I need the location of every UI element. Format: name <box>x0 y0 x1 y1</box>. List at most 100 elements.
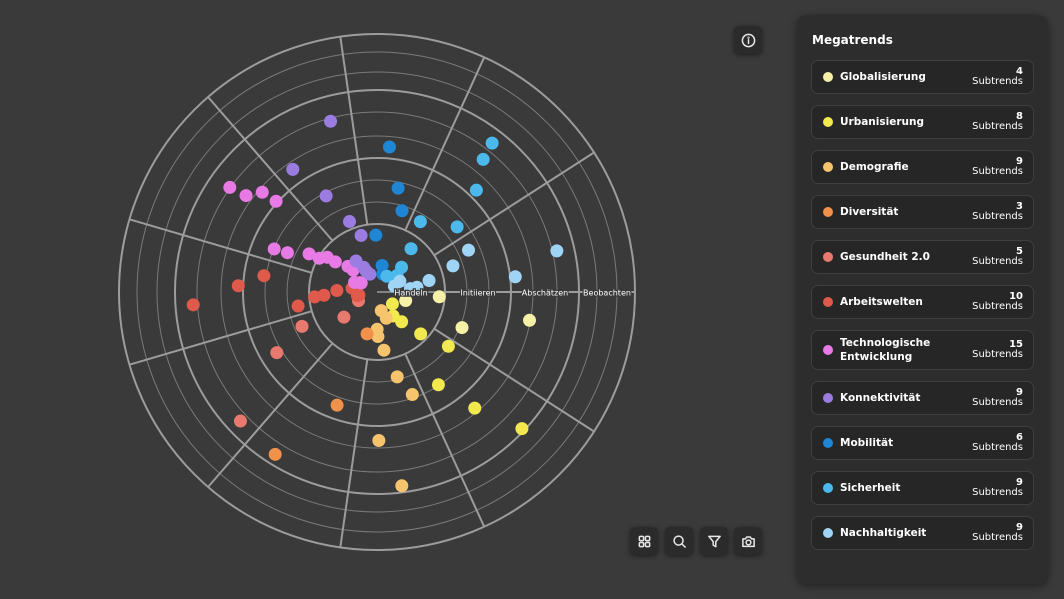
count-label: Subtrends <box>972 76 1023 87</box>
subtrend-dot <box>330 398 344 412</box>
megatrend-card[interactable]: Globalisierung 4 Subtrends <box>811 60 1034 94</box>
count-label: Subtrends <box>972 166 1023 177</box>
subtrend-dot <box>432 290 446 304</box>
subtrend-count: 10 Subtrends <box>972 292 1023 312</box>
megatrend-swatch <box>823 345 833 355</box>
subtrend-dot <box>239 189 253 203</box>
megatrend-swatch <box>823 297 833 307</box>
megatrend-name: Nachhaltigkeit <box>840 527 927 539</box>
subtrend-count: 8 Subtrends <box>972 112 1023 132</box>
count-label: Subtrends <box>972 532 1023 543</box>
ring-label: Abschätzen <box>522 289 568 298</box>
megatrend-card[interactable]: Nachhaltigkeit 9 Subtrends <box>811 516 1034 550</box>
subtrend-dot <box>468 401 482 415</box>
count-value: 9 <box>1016 477 1023 488</box>
subtrend-dot <box>414 327 428 341</box>
subtrend-dot <box>550 244 564 258</box>
subtrend-dot <box>522 313 536 327</box>
subtrend-dot <box>295 319 309 333</box>
ring-label: Beobachten <box>583 289 631 298</box>
subtrend-dot <box>441 339 455 353</box>
megatrend-card[interactable]: Arbeitswelten 10 Subtrends <box>811 285 1034 319</box>
megatrend-card[interactable]: Diversität 3 Subtrends <box>811 195 1034 229</box>
subtrend-dot <box>359 264 373 278</box>
info-button[interactable] <box>734 26 762 54</box>
subtrend-dot <box>369 228 383 242</box>
subtrend-dot <box>319 189 333 203</box>
megatrend-card[interactable]: Urbanisierung 8 Subtrends <box>811 105 1034 139</box>
megatrend-card[interactable]: Sicherheit 9 Subtrends <box>811 471 1034 505</box>
subtrend-dot <box>450 220 464 234</box>
trend-radar: Handeln Initiieren Abschätzen Beobachten <box>118 33 636 551</box>
subtrend-dot <box>372 433 386 447</box>
megatrend-swatch <box>823 393 833 403</box>
megatrend-name: Demografie <box>840 161 909 173</box>
camera-button[interactable] <box>734 527 762 555</box>
ring-label: Initiieren <box>460 289 495 298</box>
subtrend-dot <box>286 162 300 176</box>
panel-title: Megatrends <box>812 33 893 47</box>
count-value: 5 <box>1016 246 1023 257</box>
count-value: 10 <box>1009 291 1023 302</box>
megatrend-card[interactable]: Demografie 9 Subtrends <box>811 150 1034 184</box>
megatrend-card[interactable]: Konnektivität 9 Subtrends <box>811 381 1034 415</box>
subtrend-dot <box>377 343 391 357</box>
megatrend-swatch <box>823 252 833 262</box>
megatrend-card[interactable]: Gesundheit 2.0 5 Subtrends <box>811 240 1034 274</box>
subtrend-dot <box>385 297 399 311</box>
subtrend-dot <box>405 388 419 402</box>
subtrend-dot <box>446 259 460 273</box>
count-value: 8 <box>1016 111 1023 122</box>
sector-spoke <box>339 36 369 225</box>
subtrend-count: 9 Subtrends <box>972 523 1023 543</box>
filter-button[interactable] <box>700 527 728 555</box>
subtrend-count: 6 Subtrends <box>972 433 1023 453</box>
megatrend-swatch <box>823 528 833 538</box>
megatrend-list: Globalisierung 4 Subtrends Urbanisierung 8 Su… <box>811 60 1034 550</box>
megatrend-card[interactable]: Technologische Entwicklung 15 Subtrends <box>811 330 1034 370</box>
megatrend-swatch <box>823 162 833 172</box>
subtrend-dot <box>395 479 409 493</box>
megatrend-name: Arbeitswelten <box>840 296 923 308</box>
megatrend-swatch <box>823 72 833 82</box>
sector-spoke <box>339 359 369 548</box>
search-button[interactable] <box>665 527 693 555</box>
subtrend-dot <box>403 282 417 296</box>
subtrend-dot <box>360 327 374 341</box>
megatrend-swatch <box>823 483 833 493</box>
megatrend-name: Diversität <box>840 206 899 218</box>
sector-spoke <box>404 56 486 231</box>
subtrend-dot <box>390 370 404 384</box>
subtrend-dot <box>354 228 368 242</box>
megatrend-card[interactable]: Mobilität 6 Subtrends <box>811 426 1034 460</box>
megatrend-name: Urbanisierung <box>840 116 924 128</box>
subtrend-dot <box>186 298 200 312</box>
subtrend-dot <box>352 288 366 302</box>
subtrend-dot <box>387 279 401 293</box>
subtrend-dot <box>343 215 357 229</box>
count-label: Subtrends <box>972 442 1023 453</box>
ring-label: Handeln <box>394 289 427 298</box>
subtrend-dot <box>269 194 283 208</box>
subtrend-dot <box>455 321 469 335</box>
subtrend-count: 3 Subtrends <box>972 202 1023 222</box>
subtrend-dot <box>233 414 247 428</box>
subtrend-dot <box>485 136 499 150</box>
subtrend-count: 9 Subtrends <box>972 388 1023 408</box>
subtrend-count: 15 Subtrends <box>972 340 1023 360</box>
subtrend-dot <box>231 279 245 293</box>
sector-spoke <box>207 96 334 242</box>
megatrend-swatch <box>823 438 833 448</box>
subtrend-dot <box>280 246 294 260</box>
subtrend-count: 9 Subtrends <box>972 478 1023 498</box>
sector-spoke <box>129 310 313 366</box>
subtrend-dot <box>255 185 269 199</box>
count-value: 15 <box>1009 339 1023 350</box>
grid-button[interactable] <box>630 527 658 555</box>
megatrend-name: Technologische Entwicklung <box>840 337 931 363</box>
sector-spoke <box>207 342 334 488</box>
sector-spoke <box>433 327 595 433</box>
count-label: Subtrends <box>972 256 1023 267</box>
count-label: Subtrends <box>972 487 1023 498</box>
